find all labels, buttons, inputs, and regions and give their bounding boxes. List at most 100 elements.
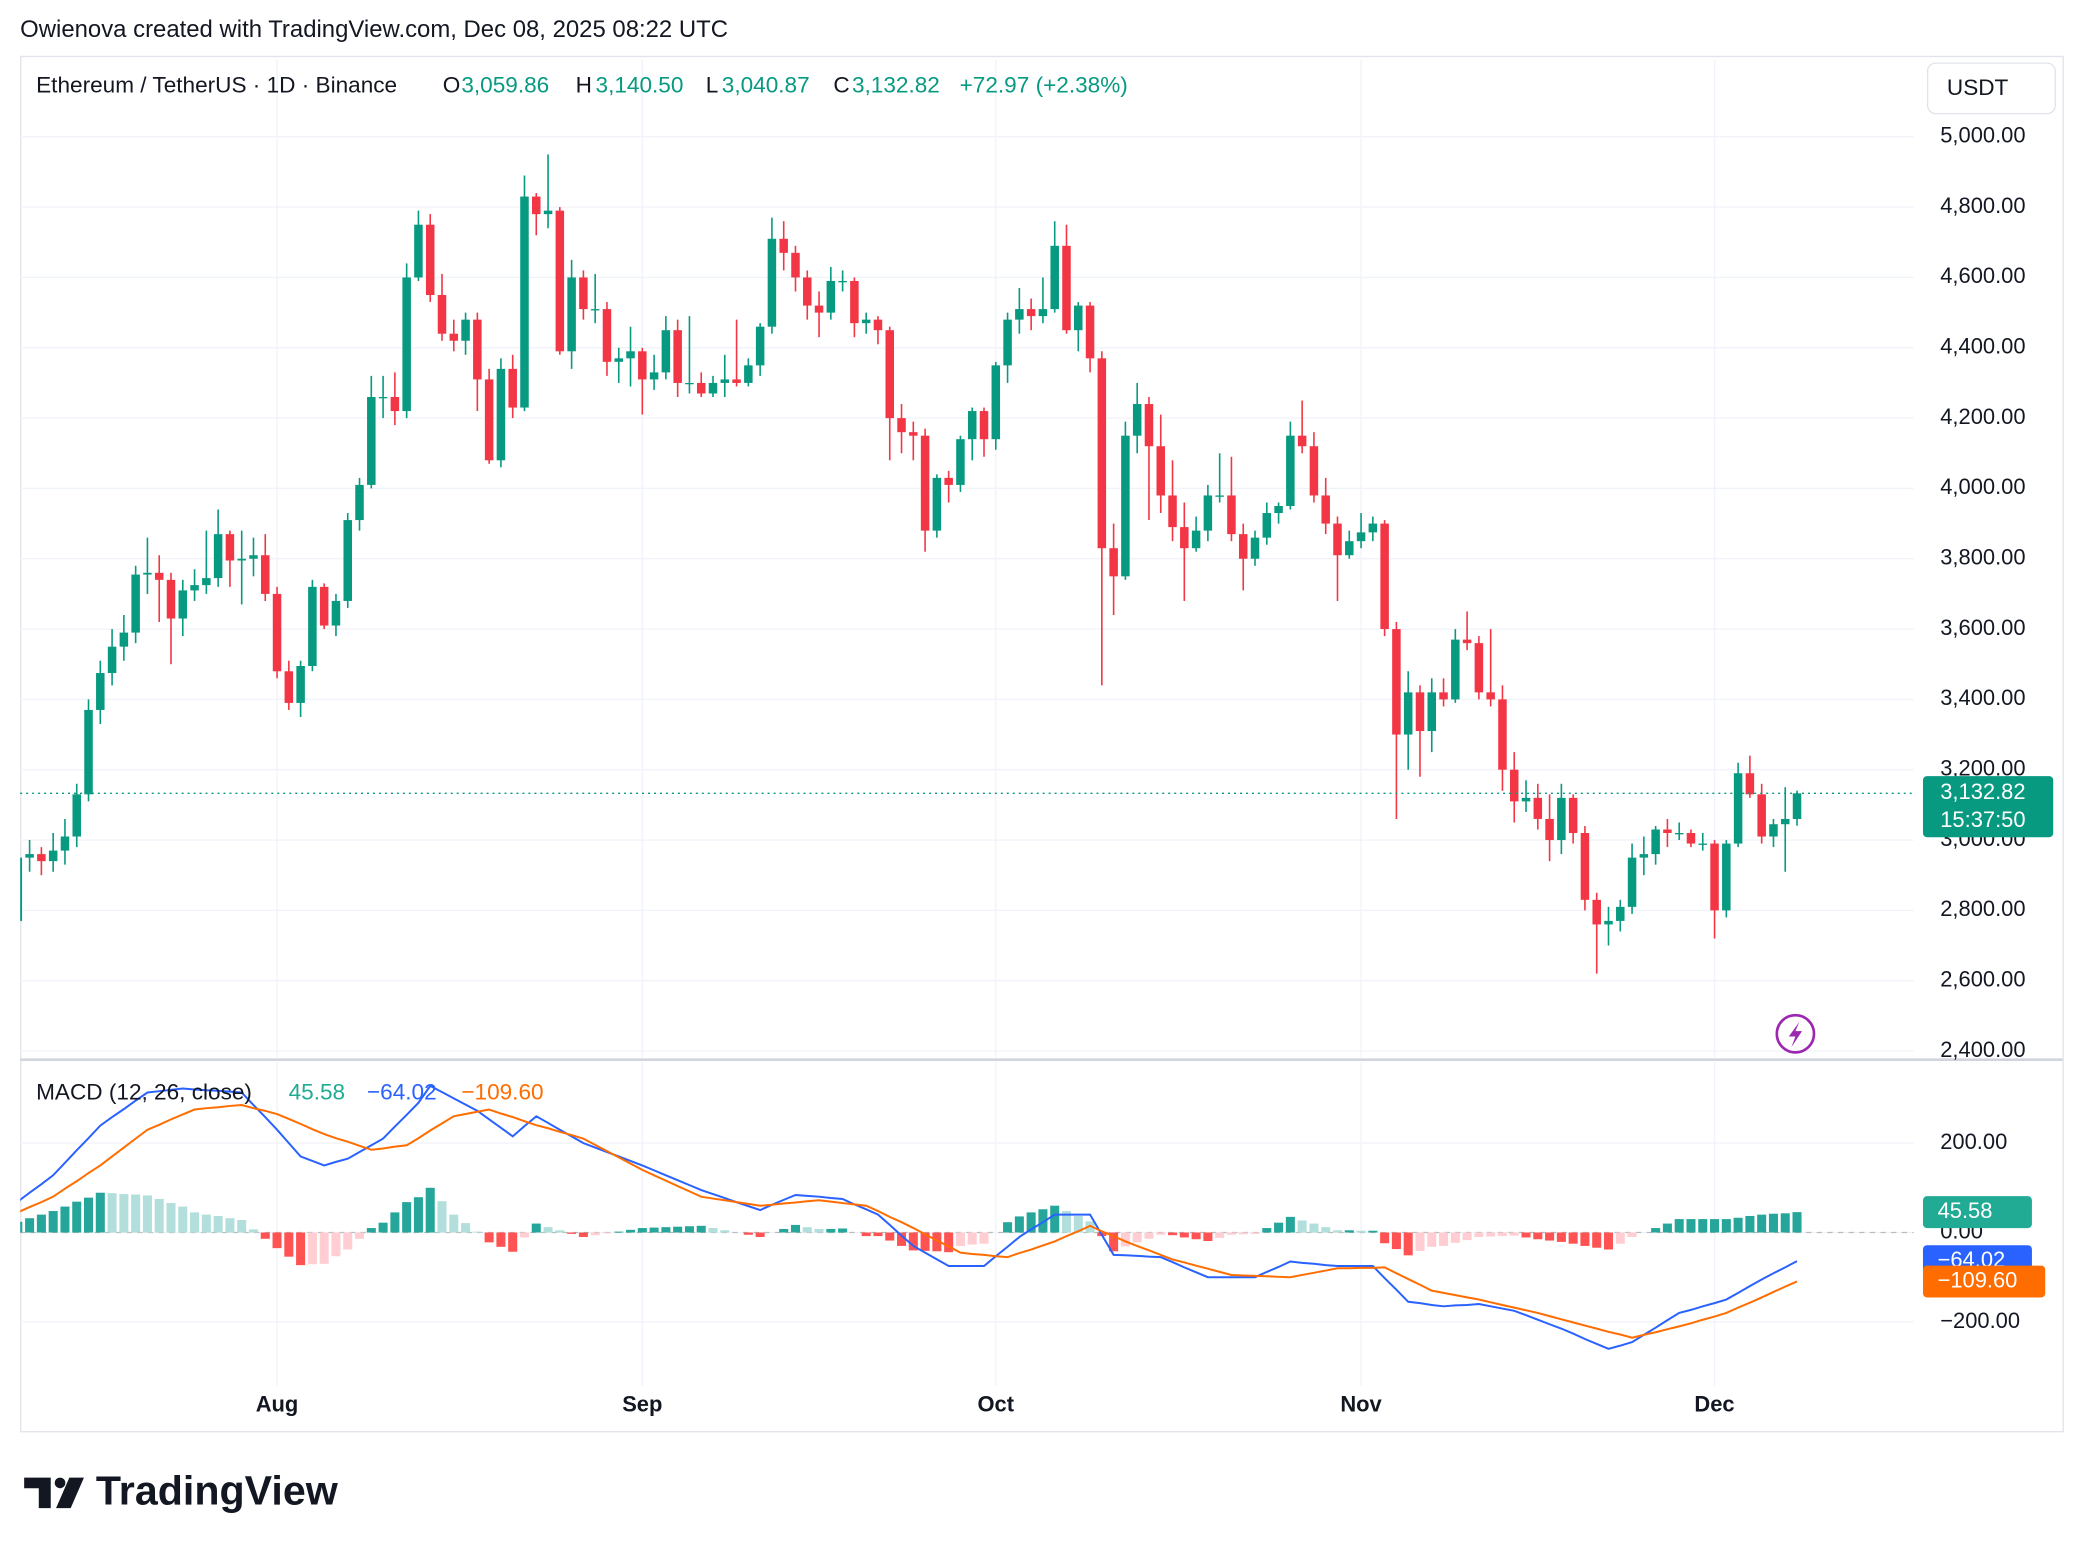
- macd-hist-value: 45.58: [289, 1080, 346, 1105]
- histogram-bar: [142, 1195, 152, 1233]
- y-tick-label: 3,400.00: [1940, 685, 2025, 710]
- candle-body: [1592, 899, 1601, 925]
- candle-body: [1097, 358, 1107, 549]
- candle-body: [1557, 797, 1566, 841]
- histogram-bar: [649, 1227, 659, 1233]
- candle-body: [685, 382, 694, 385]
- candle-body: [508, 368, 517, 408]
- candle-body: [1262, 513, 1272, 538]
- y-tick-label: 2,800.00: [1940, 896, 2025, 921]
- histogram-bar: [814, 1228, 824, 1233]
- histogram-bar: [1038, 1209, 1048, 1233]
- candle-body: [1498, 699, 1507, 770]
- candle-body: [60, 836, 70, 851]
- candle-body: [755, 326, 765, 366]
- alert-icon[interactable]: [1775, 1013, 1816, 1054]
- currency-button[interactable]: [1926, 62, 2056, 115]
- x-tick-label: Sep: [622, 1392, 662, 1417]
- candle-body: [543, 210, 553, 215]
- value-box: [1922, 1265, 2046, 1298]
- candle-body: [826, 280, 836, 313]
- candle-body: [897, 418, 906, 433]
- candle-body: [979, 411, 989, 440]
- histogram-bar: [1521, 1232, 1531, 1238]
- histogram-bar: [637, 1228, 647, 1233]
- candle-body: [96, 673, 105, 710]
- histogram-bar: [472, 1231, 482, 1233]
- candle-body: [1356, 532, 1366, 542]
- candle-body: [48, 850, 58, 862]
- histogram-bar: [826, 1228, 836, 1233]
- candle-body: [1627, 857, 1637, 907]
- histogram-bar: [307, 1232, 317, 1265]
- candle-body: [1121, 435, 1130, 577]
- candle-body: [355, 484, 364, 521]
- histogram-bar: [248, 1229, 258, 1233]
- candle-body: [1474, 643, 1484, 693]
- attribution: Owienova created with TradingView.com, D…: [20, 16, 728, 43]
- histogram-bar: [390, 1212, 400, 1233]
- candle-body: [1722, 843, 1731, 911]
- candle-body: [449, 333, 459, 341]
- candle-body: [1168, 495, 1177, 528]
- brand: TradingView: [96, 1467, 339, 1513]
- candle-body: [202, 578, 211, 586]
- histogram-bar: [119, 1194, 129, 1233]
- histogram-bar: [908, 1232, 918, 1251]
- histogram-bar: [496, 1232, 506, 1247]
- candle-body: [673, 330, 682, 383]
- candle-body: [1780, 818, 1790, 825]
- histogram-bar: [296, 1232, 306, 1266]
- histogram-bar: [284, 1232, 294, 1257]
- histogram-bar: [1757, 1214, 1767, 1233]
- histogram-bar: [684, 1226, 694, 1233]
- candle-body: [343, 520, 352, 601]
- candle-body: [1427, 692, 1437, 732]
- candle-body: [296, 665, 305, 703]
- candle-body: [1533, 797, 1543, 819]
- candle-body: [1651, 829, 1660, 855]
- candle-body: [1215, 495, 1224, 497]
- histogram-bar: [1380, 1232, 1390, 1244]
- candle-body: [1286, 435, 1295, 507]
- histogram-bar: [1403, 1232, 1413, 1256]
- histogram-bar: [1662, 1223, 1672, 1233]
- histogram-bar: [567, 1232, 577, 1234]
- candle-body: [1050, 245, 1059, 310]
- candle-body: [484, 379, 494, 461]
- x-tick-label: Nov: [1340, 1392, 1382, 1417]
- histogram-bar: [437, 1201, 447, 1233]
- candle-body: [932, 477, 942, 531]
- candle-body: [1403, 692, 1413, 735]
- candle-body: [1663, 829, 1672, 834]
- candle-body: [1568, 797, 1578, 834]
- candle-body: [143, 572, 152, 575]
- candle-body: [272, 593, 282, 672]
- x-tick-label: Aug: [256, 1392, 299, 1417]
- y-tick-label: 4,000.00: [1940, 474, 2025, 499]
- candle-body: [520, 196, 529, 408]
- histogram-bar: [449, 1214, 459, 1233]
- candle-body: [367, 397, 376, 485]
- histogram-bar: [1203, 1232, 1213, 1242]
- candle-body: [1156, 446, 1166, 496]
- histogram-bar: [1627, 1232, 1637, 1237]
- histogram-bar: [955, 1232, 965, 1246]
- candle-body: [1203, 495, 1213, 531]
- histogram-bar: [213, 1215, 223, 1233]
- histogram-bar: [343, 1232, 353, 1250]
- histogram-bar: [555, 1230, 565, 1233]
- histogram-bar: [708, 1228, 718, 1233]
- histogram-bar: [1556, 1232, 1566, 1242]
- histogram-bar: [1698, 1219, 1708, 1233]
- candle-body: [425, 224, 435, 296]
- candle-body: [803, 277, 812, 306]
- candle-body: [696, 382, 706, 394]
- histogram-bar: [25, 1218, 35, 1233]
- x-tick-label: Dec: [1694, 1392, 1734, 1417]
- histogram-bar: [1745, 1215, 1755, 1233]
- histogram-bar: [578, 1232, 588, 1237]
- y-tick-label: 200.00: [1940, 1129, 2007, 1154]
- candle-body: [1180, 527, 1189, 549]
- histogram-bar: [1592, 1232, 1602, 1248]
